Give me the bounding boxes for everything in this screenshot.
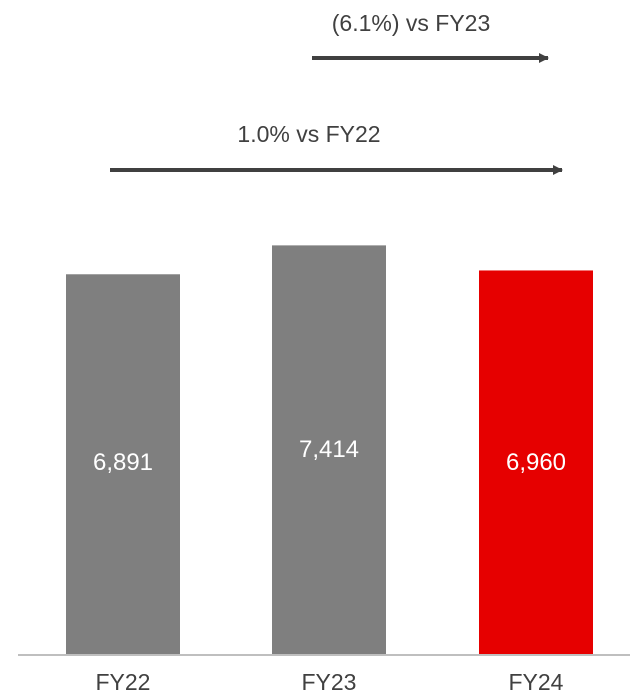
- bar-fy22: [66, 274, 180, 655]
- x-tick-label-fy23: FY23: [302, 669, 357, 695]
- annotations-group: (6.1%) vs FY23 1.0% vs FY22: [110, 10, 563, 175]
- bars-group: [66, 245, 593, 655]
- bar-fy24: [479, 270, 593, 655]
- bar-fy23: [272, 245, 386, 655]
- annotation-label-2: 1.0% vs FY22: [237, 121, 380, 147]
- x-tick-labels-group: FY22 FY23 FY24: [96, 669, 564, 695]
- x-tick-label-fy24: FY24: [509, 669, 564, 695]
- data-label-fy23: 7,414: [299, 436, 359, 463]
- data-label-fy24: 6,960: [506, 449, 566, 476]
- data-label-fy22: 6,891: [93, 449, 153, 476]
- x-tick-label-fy22: FY22: [96, 669, 151, 695]
- data-labels-group: 6,891 7,414 6,960: [93, 436, 566, 476]
- annotation-label-1: (6.1%) vs FY23: [332, 10, 491, 36]
